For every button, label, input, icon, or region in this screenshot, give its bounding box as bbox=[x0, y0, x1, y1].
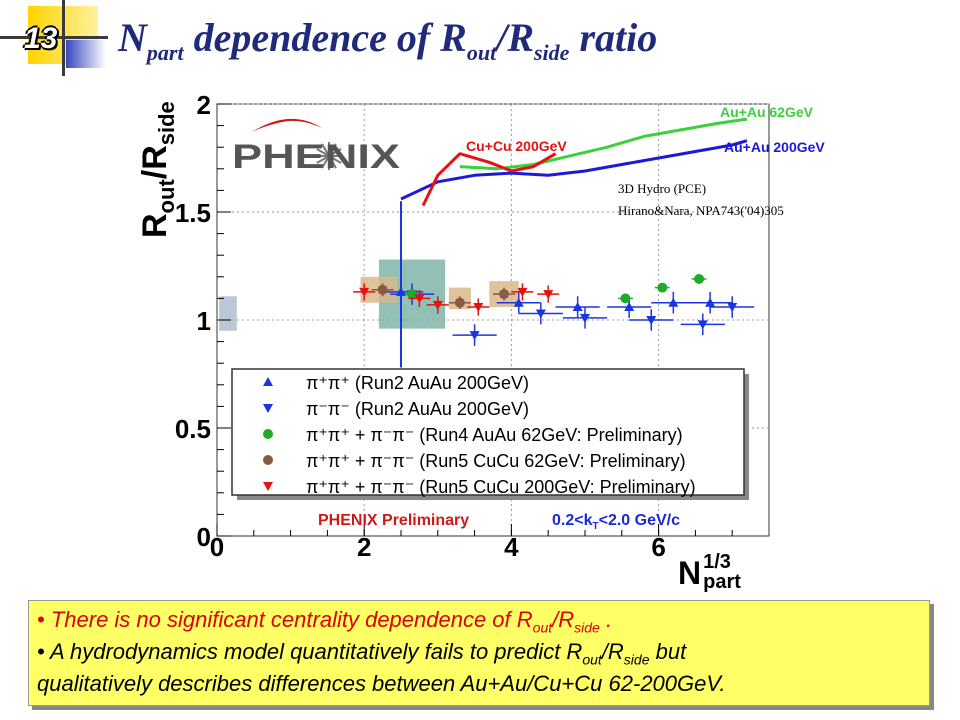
hydro-annotation: 3D Hydro (PCE) bbox=[618, 181, 706, 196]
hydro-reference: Hirano&Nara, NPA743('04)305 bbox=[618, 203, 784, 218]
y-tick-label: 2 bbox=[197, 90, 211, 120]
legend-label: π⁻π⁻ (Run2 AuAu 200GeV) bbox=[306, 399, 529, 419]
y-tick-label: 0 bbox=[197, 522, 211, 552]
y-axis-title: Rout/Rside bbox=[136, 101, 179, 238]
data-point bbox=[414, 294, 425, 304]
logo-ray bbox=[316, 148, 330, 157]
data-point bbox=[377, 284, 388, 295]
data-point bbox=[432, 300, 443, 310]
slide-number: 13 bbox=[24, 22, 58, 55]
legend-marker bbox=[263, 429, 273, 439]
data-point bbox=[473, 303, 484, 313]
legend-label: π⁺π⁺ + π⁻π⁻ (Run5 CuCu 200GeV: Prelimina… bbox=[306, 477, 696, 497]
data-point bbox=[646, 316, 657, 325]
legend-marker bbox=[263, 482, 273, 491]
data-point bbox=[543, 290, 554, 300]
data-point bbox=[657, 282, 668, 293]
data-point bbox=[454, 297, 465, 308]
data-point bbox=[517, 287, 528, 297]
legend-label: π⁺π⁺ (Run2 AuAu 200GeV) bbox=[306, 373, 529, 393]
curve-label-cucu200: Cu+Cu 200GeV bbox=[466, 138, 567, 154]
logo-ray bbox=[328, 148, 342, 157]
data-point bbox=[705, 297, 716, 307]
header-decoration bbox=[0, 0, 110, 80]
legend-label: π⁺π⁺ + π⁻π⁻ (Run5 CuCu 62GeV: Preliminar… bbox=[306, 451, 686, 471]
kt-range-label: 0.2<kT<2.0 GeV/c bbox=[552, 512, 680, 532]
logo-ray bbox=[321, 143, 330, 157]
model-curve bbox=[421, 152, 557, 207]
curve-label-auau62: Au+Au 62GeV bbox=[720, 104, 814, 120]
data-point bbox=[697, 320, 708, 330]
bullet-2: • A hydrodynamics model quantitatively f… bbox=[37, 639, 687, 668]
data-point bbox=[694, 273, 705, 284]
bullet-3: qualitatively describes differences betw… bbox=[37, 671, 726, 696]
data-point bbox=[469, 331, 480, 341]
model-curves bbox=[400, 117, 748, 207]
data-point bbox=[359, 287, 370, 297]
data-point bbox=[620, 293, 631, 304]
summary-box: • There is no significant centrality dep… bbox=[28, 600, 930, 706]
data-point bbox=[499, 289, 510, 300]
data-point bbox=[580, 313, 590, 323]
logo-ray bbox=[321, 155, 330, 169]
legend-label: π⁺π⁺ + π⁻π⁻ (Run4 AuAu 62GeV: Preliminar… bbox=[306, 425, 683, 445]
logo-star-icon bbox=[315, 142, 343, 170]
preliminary-label: PHENIX Preliminary bbox=[318, 512, 469, 529]
model-curve bbox=[400, 139, 748, 201]
data-points bbox=[353, 201, 755, 368]
axis-ticks: 0 2 4 6 0 0.5 1 1.5 2 bbox=[175, 90, 733, 562]
curve-label-auau200: Au+Au 200GeV bbox=[724, 139, 825, 155]
logo-ray bbox=[316, 155, 330, 164]
model-curve bbox=[459, 117, 748, 171]
data-point bbox=[668, 297, 679, 307]
chart: 0 2 4 6 0 0.5 1 1.5 2 PHENIX Au+Au 62GeV Au+Au 2… bbox=[175, 90, 826, 562]
data-point bbox=[407, 289, 418, 300]
phenix-logo: PHENIX bbox=[232, 118, 400, 176]
x-axis-title: N 1/3 part bbox=[678, 551, 741, 593]
legend-marker bbox=[263, 377, 273, 386]
x-tick-label: 6 bbox=[651, 532, 665, 562]
logo-ray bbox=[328, 155, 337, 169]
x-tick-label: 0 bbox=[210, 532, 224, 562]
data-point bbox=[513, 297, 524, 307]
logo-ray bbox=[328, 143, 337, 157]
legend-marker bbox=[263, 455, 273, 465]
x-tick-label: 2 bbox=[357, 532, 371, 562]
phenix-logo-text: PHENIX bbox=[232, 138, 400, 176]
legend-marker bbox=[263, 404, 273, 413]
bullet-1: • There is no significant centrality dep… bbox=[37, 607, 613, 636]
data-point bbox=[727, 303, 738, 313]
page-title: Npart dependence of Rout/Rside ratio bbox=[118, 15, 658, 65]
systematic-box bbox=[219, 296, 237, 331]
y-tick-label: 1.5 bbox=[175, 198, 211, 228]
data-point bbox=[572, 302, 583, 312]
logo-ray bbox=[328, 155, 342, 164]
x-tick-label: 4 bbox=[504, 532, 519, 562]
y-tick-label: 1 bbox=[197, 306, 211, 336]
data-point bbox=[624, 302, 635, 312]
y-tick-label: 0.5 bbox=[175, 414, 211, 444]
data-point bbox=[535, 309, 546, 319]
legend: π⁺π⁺ (Run2 AuAu 200GeV) π⁻π⁻ (Run2 AuAu 2… bbox=[231, 368, 749, 500]
